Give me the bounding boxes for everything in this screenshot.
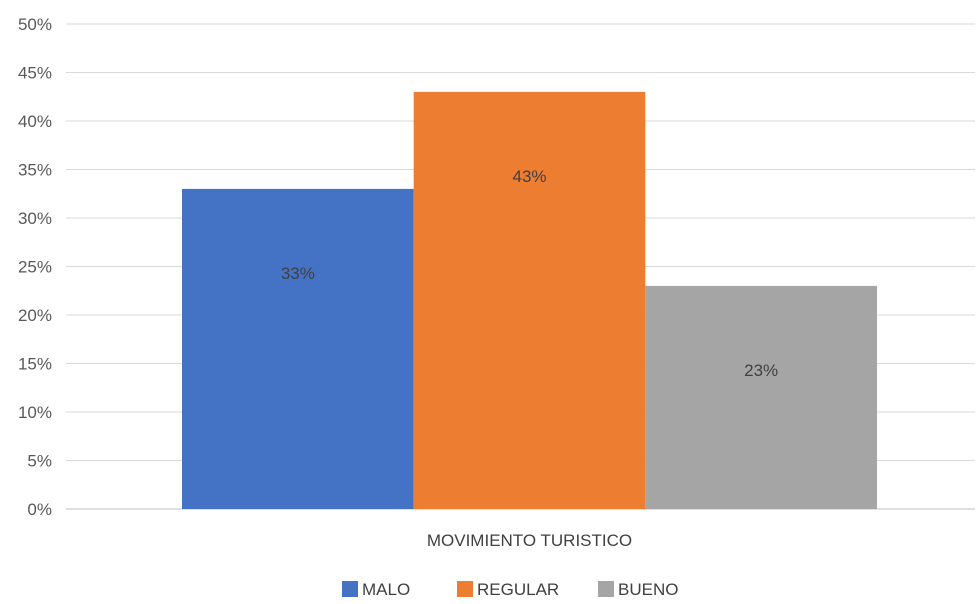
y-tick-label: 35% [18,161,52,180]
legend-label-bueno: BUENO [618,580,678,599]
y-tick-label: 0% [27,500,52,519]
y-tick-label: 45% [18,64,52,83]
y-tick-label: 40% [18,112,52,131]
bar-regular [413,91,646,510]
y-tick-label: 20% [18,306,52,325]
y-tick-label: 15% [18,355,52,374]
legend-label-regular: REGULAR [477,580,559,599]
x-axis-categories: MOVIMIENTO TURISTICO [427,531,632,550]
bars: 33% 43% 23% [182,91,877,510]
legend-swatch-bueno [598,581,614,597]
legend: MALO REGULAR BUENO [342,580,678,599]
y-axis-ticks: 0% 5% 10% 15% 20% 25% 30% 35% 40% 45% 50% [18,15,52,519]
bar-malo [182,188,414,509]
y-tick-label: 5% [27,452,52,471]
legend-label-malo: MALO [362,580,410,599]
y-tick-label: 30% [18,209,52,228]
data-label-regular: 43% [512,167,546,186]
y-tick-label: 10% [18,403,52,422]
x-category-label: MOVIMIENTO TURISTICO [427,531,632,550]
bar-bueno [645,285,877,509]
y-tick-label: 50% [18,15,52,34]
data-label-bueno: 23% [744,361,778,380]
data-label-malo: 33% [281,264,315,283]
legend-swatch-regular [457,581,473,597]
y-tick-label: 25% [18,258,52,277]
legend-swatch-malo [342,581,358,597]
